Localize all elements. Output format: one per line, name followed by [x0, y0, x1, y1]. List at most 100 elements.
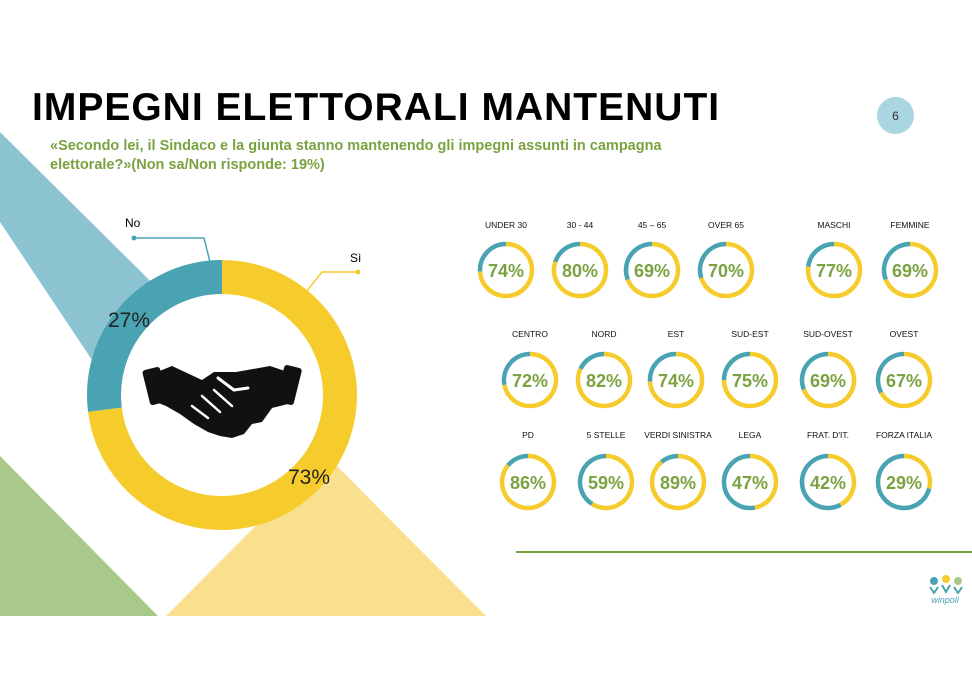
handshake-icon	[142, 365, 302, 438]
winpoll-logo: winpoll	[929, 575, 963, 605]
segment-label: 5 STELLE	[587, 430, 626, 440]
yes-callout-line	[305, 271, 358, 293]
survey-question: «Secondo lei, il Sindaco e la giunta sta…	[50, 138, 662, 173]
segment-value: 67%	[886, 371, 922, 391]
segment-value: 89%	[660, 473, 696, 493]
segment-donut-no-arc	[697, 241, 727, 279]
segment-donut: FEMMINE 69%	[881, 220, 939, 299]
segment-donut-no-arc	[799, 351, 829, 391]
segment-donut-yes-arc	[879, 351, 933, 409]
segment-donut-yes-arc	[749, 453, 779, 510]
segment-donut: OVER 65 70%	[697, 220, 755, 299]
segment-label: NORD	[591, 329, 616, 339]
segment-donut: SUD-OVEST 69%	[799, 329, 857, 409]
segment-donut: 30 - 44 80%	[551, 220, 609, 299]
segment-value: 69%	[810, 371, 846, 391]
segment-label: SUD-OVEST	[803, 329, 853, 339]
segment-donut: 5 STELLE 59%	[577, 430, 635, 511]
segment-donut-no-arc	[799, 453, 842, 511]
segment-donut-no-arc	[506, 453, 529, 467]
page-number-badge: 6	[877, 97, 914, 134]
segment-label: 45 – 65	[638, 220, 667, 230]
segment-donut-no-arc	[881, 241, 911, 281]
segment-value: 59%	[588, 473, 624, 493]
segment-donut: 45 – 65 69%	[623, 220, 681, 299]
segment-donut-yes-arc	[575, 351, 633, 409]
segment-donut: EST 74%	[647, 329, 705, 409]
segment-donut-yes-arc	[805, 241, 863, 299]
segment-donut: CENTRO 72%	[501, 329, 559, 409]
segment-donut: MASCHI 77%	[805, 220, 863, 299]
segment-donut: UNDER 30 74%	[477, 220, 535, 299]
segment-label: 30 - 44	[567, 220, 594, 230]
segment-label: CENTRO	[512, 329, 548, 339]
donut-slice-no	[87, 260, 223, 412]
segment-donut-no-arc	[875, 453, 932, 511]
page-title: IMPEGNI ELETTORALI MANTENUTI	[32, 86, 721, 129]
segment-label: MASCHI	[817, 220, 850, 230]
segment-value: 29%	[886, 473, 922, 493]
segment-value: 42%	[810, 473, 846, 493]
logo-text: winpoll	[931, 595, 960, 605]
segment-donut: LEGA 47%	[721, 430, 779, 511]
segment-donut-yes-arc	[502, 351, 559, 409]
segment-label: LEGA	[739, 430, 762, 440]
segment-donut-yes-arc	[699, 241, 755, 299]
segment-label: OVER 65	[708, 220, 744, 230]
segment-label: PD	[522, 430, 534, 440]
segment-donut: FORZA ITALIA 29%	[875, 430, 933, 511]
segment-donut-no-arc	[659, 453, 679, 464]
segment-value: 70%	[708, 261, 744, 281]
segment-value: 74%	[488, 261, 524, 281]
segment-donut-yes-arc	[625, 241, 681, 299]
segment-label: OVEST	[890, 329, 919, 339]
segment-donut-yes-arc	[827, 453, 857, 507]
value-label-no: 27%	[108, 309, 150, 332]
legend-label-no: No	[125, 216, 141, 230]
segment-donut-no-arc	[805, 241, 835, 268]
segment-label: UNDER 30	[485, 220, 527, 230]
segment-value: 47%	[732, 473, 768, 493]
segment-donut-yes-arc	[883, 241, 939, 299]
background-green-triangle	[0, 456, 158, 616]
donut-slice-yes	[88, 260, 357, 530]
segment-donut-no-arc	[553, 241, 581, 263]
segment-donut-yes-arc	[499, 453, 557, 511]
segment-label: VERDI SINISTRA	[644, 430, 712, 440]
segment-donut-no-arc	[721, 351, 751, 381]
segment-donut-yes-arc	[903, 453, 933, 490]
segment-value: 86%	[510, 473, 546, 493]
segment-value: 82%	[586, 371, 622, 391]
segment-donut-no-arc	[875, 351, 905, 394]
segment-donut-yes-arc	[801, 351, 857, 409]
segment-donut-no-arc	[623, 241, 653, 281]
segment-donut-no-arc	[477, 241, 507, 272]
segment-label: SUD-EST	[731, 329, 768, 339]
segment-donut-yes-arc	[647, 351, 705, 409]
segment-value: 72%	[512, 371, 548, 391]
value-label-yes: 73%	[288, 466, 330, 489]
segment-donut-no-arc	[647, 351, 677, 382]
segment-label: EST	[668, 329, 685, 339]
segment-donut-yes-arc	[551, 241, 609, 299]
segment-donut-grid: UNDER 30 74% 30 - 44 80% 45 – 65 69% OVER 65 70…	[477, 220, 939, 511]
segment-donut: SUD-EST 75%	[721, 329, 779, 409]
segment-value: 69%	[634, 261, 670, 281]
segment-value: 80%	[562, 261, 598, 281]
no-callout-dot	[131, 235, 137, 241]
segment-donut-yes-arc	[477, 241, 535, 299]
segment-donut-no-arc	[721, 453, 756, 511]
background-yellow-triangle	[166, 455, 486, 616]
no-callout-line	[134, 237, 211, 263]
segment-label: FRAT. D'IT.	[807, 430, 849, 440]
segment-donut-yes-arc	[721, 351, 779, 409]
segment-label: FORZA ITALIA	[876, 430, 932, 440]
segment-label: FEMMINE	[890, 220, 930, 230]
segment-donut-no-arc	[501, 351, 531, 386]
segment-donut-no-arc	[578, 351, 605, 371]
segment-donut: PD 86%	[499, 430, 557, 511]
segment-value: 75%	[732, 371, 768, 391]
segment-donut: VERDI SINISTRA 89%	[644, 430, 712, 511]
segment-value: 77%	[816, 261, 852, 281]
